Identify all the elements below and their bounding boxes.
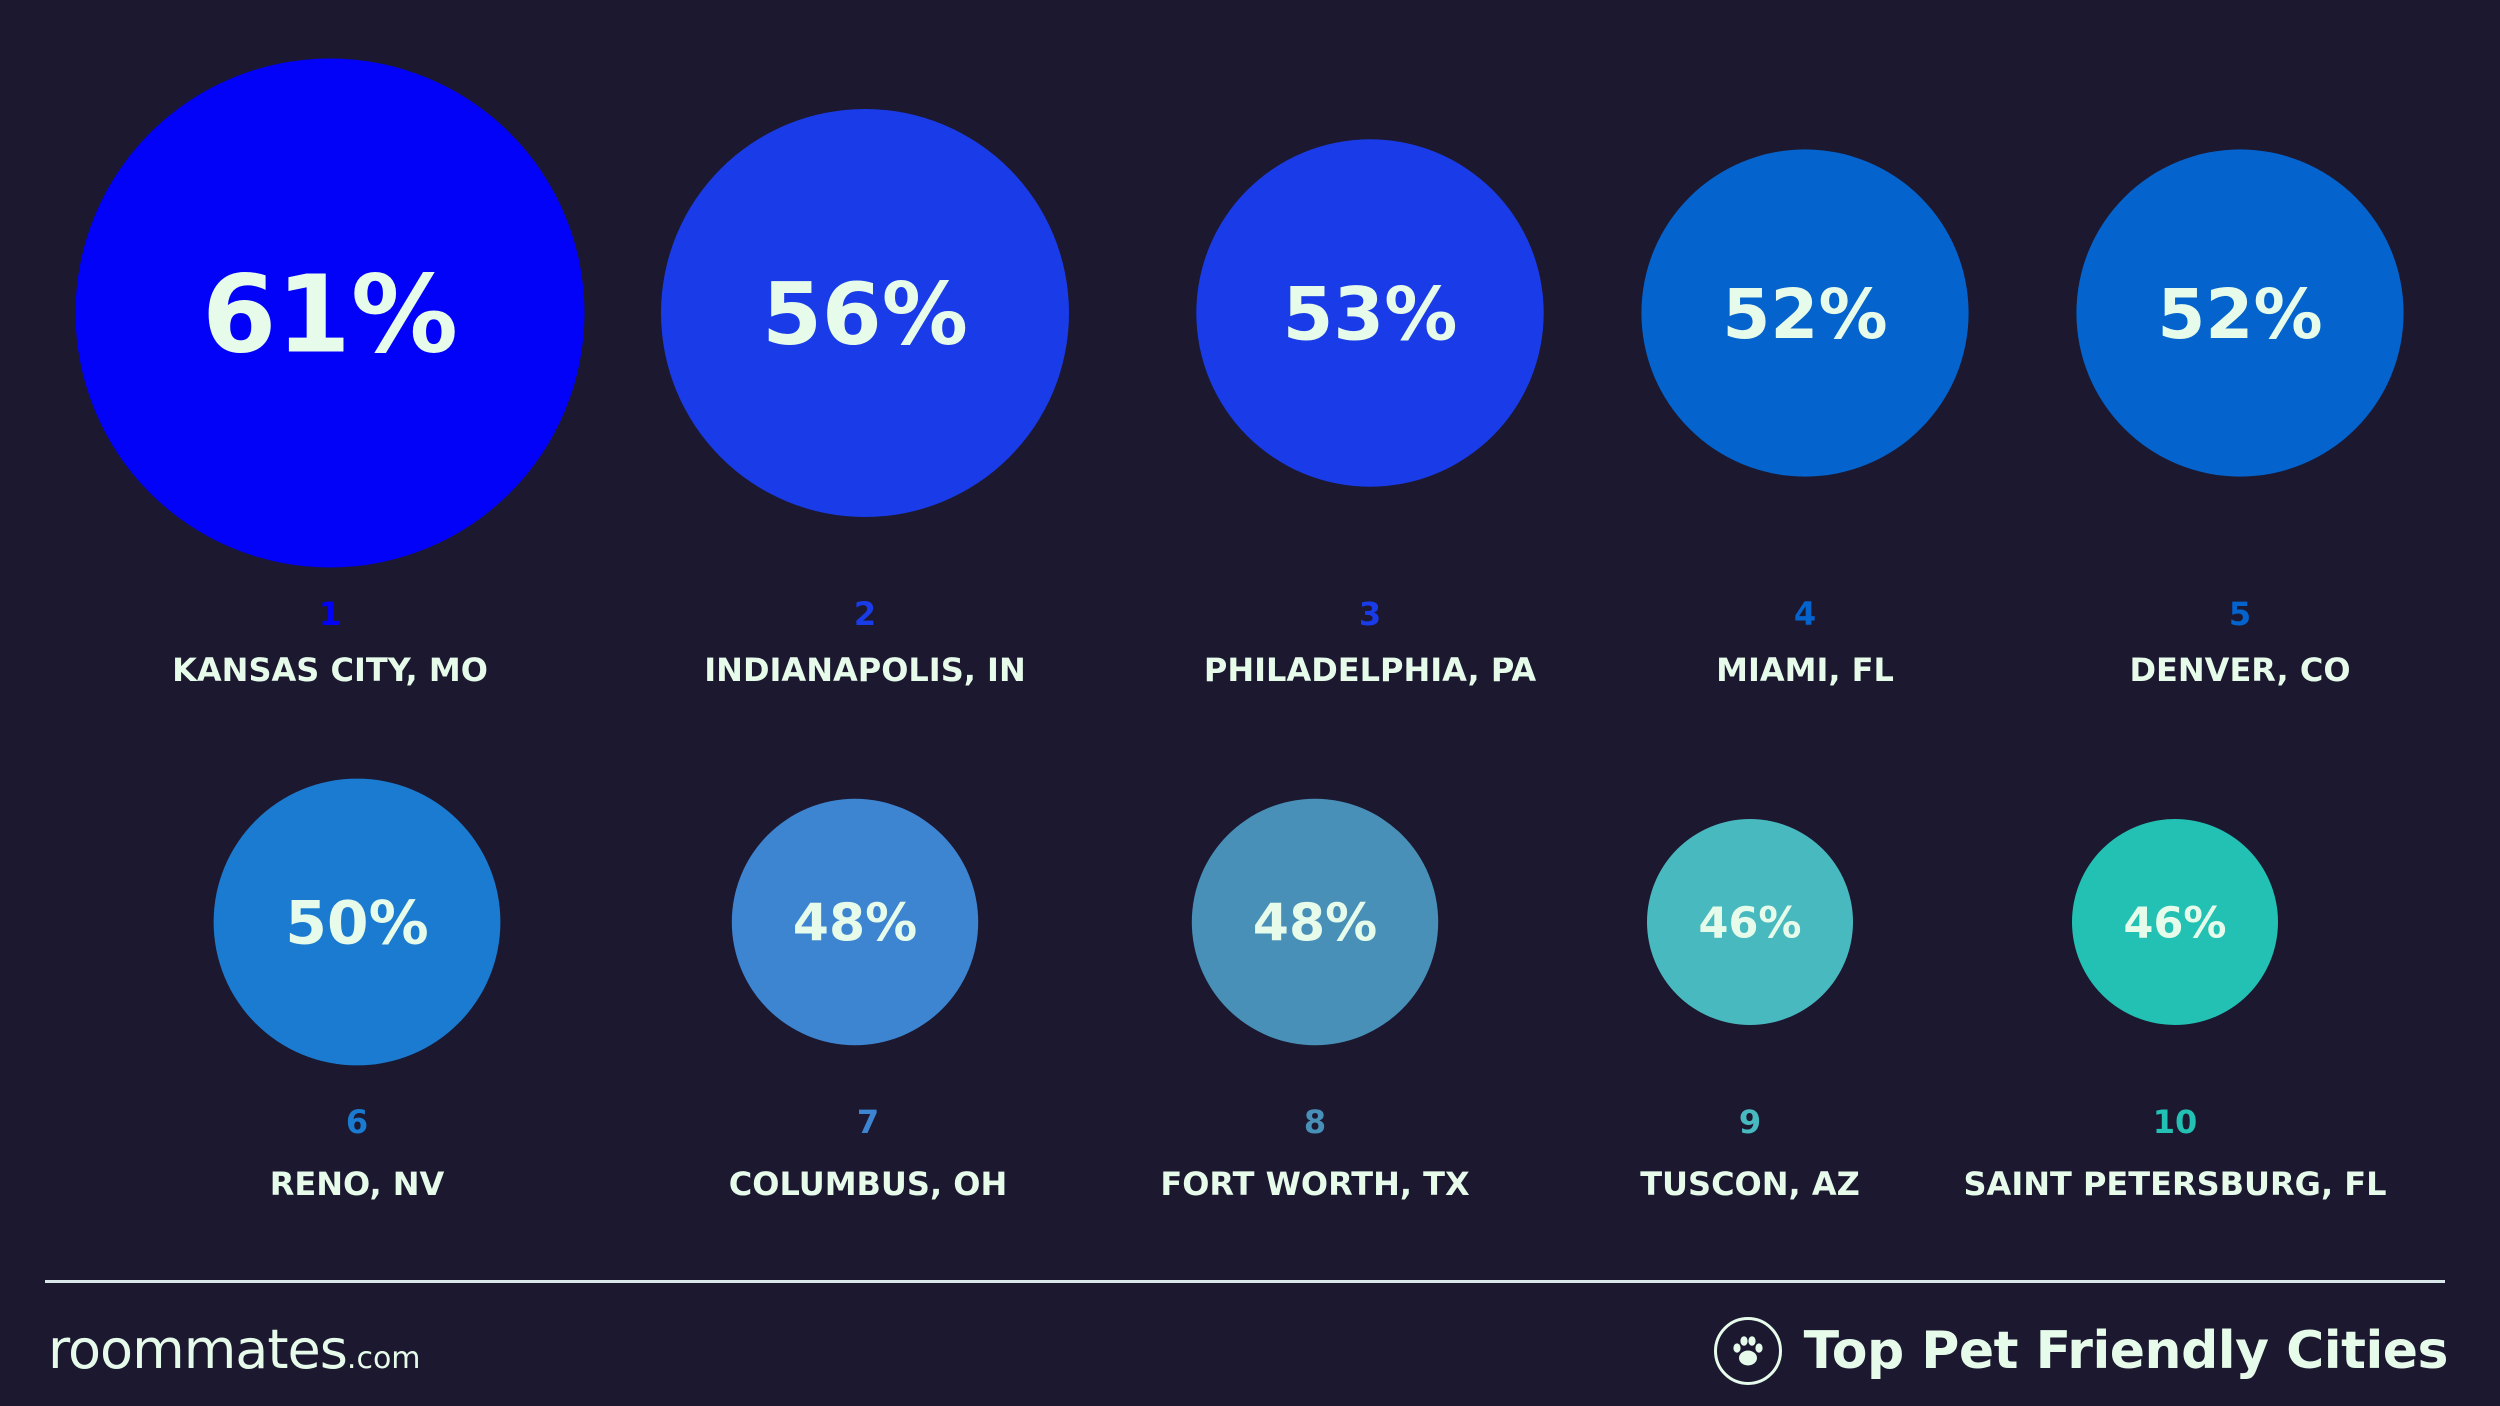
rank-number: 10 [2153,1103,2198,1141]
bubble-circle [2076,149,2404,477]
bubble-circle [731,798,979,1046]
rank-number: 7 [857,1103,879,1141]
bubble-value-label: 48% [793,894,917,954]
bubble-value-label: 52% [1722,275,1887,355]
city-label: TUSCON, AZ [1640,1165,1860,1203]
city-label: PHILADELPHIA, PA [1204,651,1536,689]
rank-number: 3 [1359,595,1381,633]
rank-number: 5 [2229,595,2251,633]
bubble-value-label: 53% [1283,272,1458,357]
city-label: FORT WORTH, TX [1160,1165,1470,1203]
bubble-value-label: 46% [2124,898,2227,948]
city-label: KANSAS CITY, MO [172,651,488,689]
city-label: SAINT PETERSBURG, FL [1964,1165,2387,1203]
rank-number: 6 [346,1103,368,1141]
city-label: RENO, NV [270,1165,445,1203]
bubble-circle [213,778,501,1066]
bubble-value-label: 52% [2157,275,2322,355]
bubble-circle [1191,798,1439,1046]
rank-number: 1 [319,595,341,633]
bubble-item-3: 53% 3 PHILADELPHIA, PA [1196,139,1544,689]
city-label: COLUMBUS, OH [729,1165,1007,1203]
footer-divider [45,1280,2445,1283]
brand-logo: roommates.com [48,1318,421,1381]
bubble-value-label: 46% [1699,898,1802,948]
city-label: INDIANAPOLIS, IN [704,651,1025,689]
rank-number: 2 [854,595,876,633]
rank-number: 8 [1304,1103,1326,1141]
paw-icon-badge [1713,1317,1782,1385]
bubble-value-label: 61% [202,254,458,378]
rank-number: 9 [1739,1103,1761,1141]
bubble-circle [1196,139,1544,487]
bubble-value-label: 56% [762,265,968,365]
bubble-circle [75,58,585,568]
bubble-item-8: 48% 8 FORT WORTH, TX [1160,798,1470,1203]
brand-name: roommates [48,1318,348,1381]
bubble-value-label: 50% [285,889,429,959]
bubble-circle [1641,149,1969,477]
bubble-item-1: 61% 1 KANSAS CITY, MO [75,58,585,689]
bubble-circle [661,109,1069,517]
bubble-item-6: 50% 6 RENO, NV [213,778,501,1203]
bubble-item-7: 48% 7 COLUMBUS, OH [729,798,1007,1203]
brand-domain: .com [346,1341,421,1376]
bubble-value-label: 48% [1253,894,1377,954]
bubble-circle [2072,819,2278,1025]
bubble-item-2: 56% 2 INDIANAPOLIS, IN [661,109,1069,689]
paw-icon [1733,1336,1763,1366]
city-label: MIAMI, FL [1716,651,1894,689]
bubble-item-5: 52% 5 DENVER, CO [2076,149,2404,689]
bubble-item-10: 46% 10 SAINT PETERSBURG, FL [1964,819,2387,1203]
city-label: DENVER, CO [2129,651,2350,689]
bubble-item-9: 46% 9 TUSCON, AZ [1640,819,1860,1203]
bubble-circle [1647,819,1853,1025]
footer-title-group: Top Pet Friendly Cities [1713,1313,2449,1389]
bubble-item-4: 52% 4 MIAMI, FL [1641,149,1969,689]
rank-number: 4 [1794,595,1816,633]
page-title: Top Pet Friendly Cities [1803,1321,2449,1381]
